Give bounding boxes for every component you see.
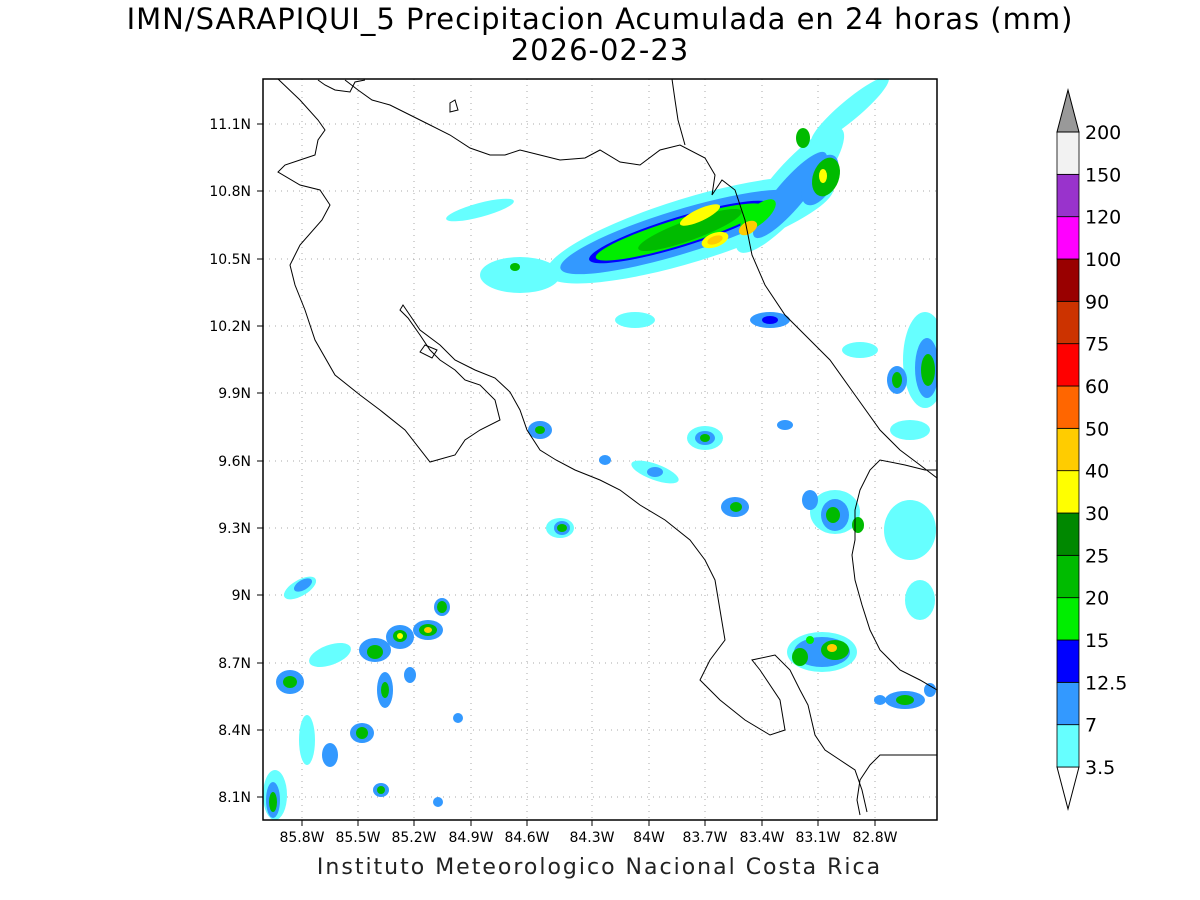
lon-label: 83.1W xyxy=(795,830,840,846)
lon-label: 85.2W xyxy=(391,830,436,846)
colorbar-label: 150 xyxy=(1085,164,1121,186)
lon-label: 82.8W xyxy=(852,830,897,846)
colorbar-label: 15 xyxy=(1085,630,1109,652)
colorbar-segment xyxy=(1056,512,1080,556)
colorbar-segment xyxy=(1056,681,1080,726)
rain-caribbean xyxy=(842,312,937,440)
lat-label: 8.4N xyxy=(218,723,251,739)
colorbar-label: 7 xyxy=(1085,715,1097,737)
precipitation-field xyxy=(263,79,937,820)
colorbar-segment xyxy=(1056,173,1080,218)
colorbar-label: 50 xyxy=(1085,418,1109,440)
lat-label: 9.6N xyxy=(218,454,251,470)
rain-pacific-sw xyxy=(263,576,463,820)
lat-label: 9N xyxy=(232,588,251,604)
lon-label: 85.8W xyxy=(279,830,324,846)
axis-ticks xyxy=(257,123,876,826)
colorbar-label: 200 xyxy=(1085,122,1121,144)
lat-label: 10.2N xyxy=(209,319,251,335)
colorbar-label: 25 xyxy=(1085,545,1109,567)
colorbar-segment xyxy=(1056,300,1080,345)
colorbar-segment xyxy=(1056,724,1080,768)
colorbar-under-arrow xyxy=(1056,766,1080,811)
colorbar-segment xyxy=(1056,258,1080,302)
lat-label: 8.1N xyxy=(218,790,251,806)
colorbar-label: 40 xyxy=(1085,461,1109,483)
longitude-labels: 85.8W 85.5W 85.2W 84.9W 84.6W 84.3W 84W … xyxy=(279,830,897,846)
lat-label: 11.1N xyxy=(209,117,251,133)
colorbar: 3.5 7 12.5 15 20 25 30 40 50 60 75 90 100 120 150 200 xyxy=(1056,88,1127,811)
lon-label: 84.9W xyxy=(448,830,493,846)
colorbar-segment xyxy=(1056,131,1080,175)
map-plot-area xyxy=(263,79,937,820)
lon-label: 84W xyxy=(633,830,665,846)
lon-label: 84.6W xyxy=(504,830,549,846)
colorbar-segment xyxy=(1056,554,1080,599)
map-title: IMN/SARAPIQUI_5 Precipitacion Acumulada … xyxy=(126,2,1074,36)
colorbar-segment xyxy=(1056,216,1080,260)
colorbar-segment xyxy=(1056,597,1080,641)
colorbar-label: 100 xyxy=(1085,249,1121,271)
lon-label: 85.5W xyxy=(335,830,380,846)
latitude-labels: 11.1N 10.8N 10.5N 10.2N 9.9N 9.6N 9.3N 9… xyxy=(209,117,251,806)
coastlines-borders xyxy=(277,79,937,816)
colorbar-segment xyxy=(1056,470,1080,514)
rain-southeast xyxy=(787,632,936,709)
rain-band-north xyxy=(446,79,889,328)
colorbar-segment xyxy=(1056,427,1080,472)
colorbar-label: 75 xyxy=(1085,334,1109,356)
colorbar-label: 90 xyxy=(1085,291,1109,313)
lat-label: 8.7N xyxy=(218,656,251,672)
lat-label: 9.3N xyxy=(218,521,251,537)
footer-credit: Instituto Meteorologico Nacional Costa R… xyxy=(316,855,883,880)
colorbar-label: 30 xyxy=(1085,503,1109,525)
lat-label: 10.5N xyxy=(209,252,251,268)
colorbar-label: 20 xyxy=(1085,588,1109,610)
lon-label: 84.3W xyxy=(569,830,614,846)
rain-central xyxy=(528,420,936,620)
lat-label: 9.9N xyxy=(218,386,251,402)
colorbar-label: 60 xyxy=(1085,376,1109,398)
colorbar-label: 12.5 xyxy=(1085,672,1127,694)
colorbar-segment xyxy=(1056,343,1080,387)
colorbar-label: 120 xyxy=(1085,207,1121,229)
colorbar-label: 3.5 xyxy=(1085,757,1115,779)
map-frame xyxy=(262,78,938,821)
lon-label: 83.7W xyxy=(682,830,727,846)
colorbar-segment xyxy=(1056,385,1080,429)
colorbar-over-arrow xyxy=(1056,88,1080,133)
colorbar-segment xyxy=(1056,639,1080,683)
lat-label: 10.8N xyxy=(209,184,251,200)
lon-label: 83.4W xyxy=(739,830,784,846)
map-date: 2026-02-23 xyxy=(510,33,690,67)
